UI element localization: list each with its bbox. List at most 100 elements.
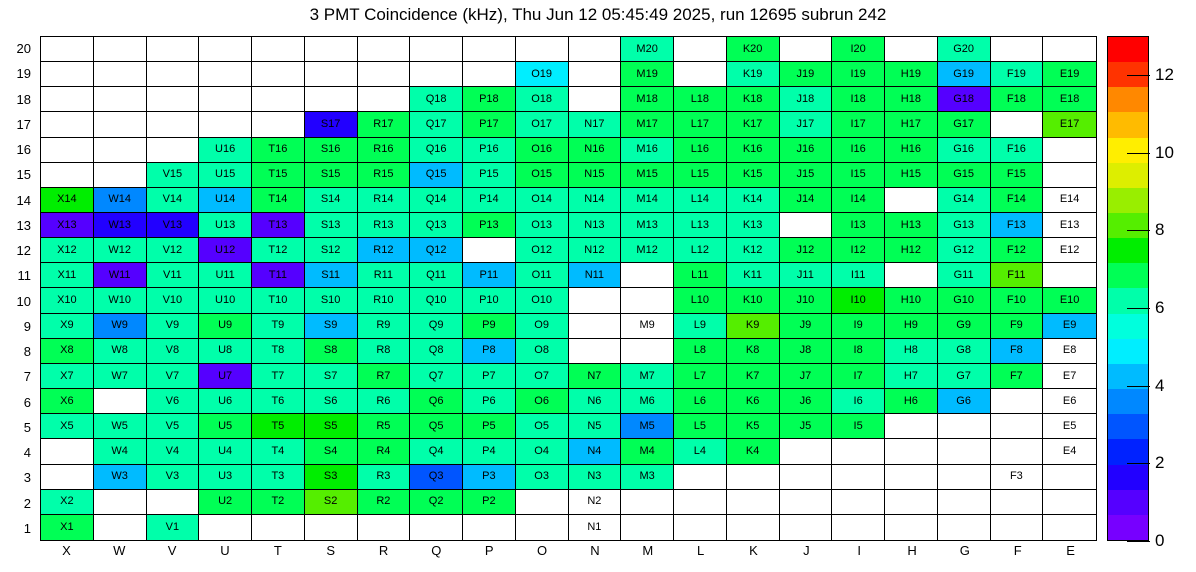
- heatmap-cell-empty[interactable]: [779, 37, 833, 63]
- heatmap-cell[interactable]: W11: [93, 263, 147, 289]
- heatmap-cell[interactable]: O14: [515, 187, 569, 214]
- heatmap-cell[interactable]: W13: [93, 213, 147, 239]
- heatmap-cell[interactable]: T12: [252, 238, 305, 264]
- heatmap-cell[interactable]: Q7: [410, 363, 463, 390]
- heatmap-cell[interactable]: Q14: [410, 187, 463, 214]
- heatmap-cell-empty[interactable]: [937, 489, 991, 515]
- heatmap-cell[interactable]: R11: [357, 263, 411, 289]
- heatmap-cell-empty[interactable]: [779, 439, 833, 465]
- heatmap-cell-empty[interactable]: [885, 37, 938, 63]
- heatmap-cell-empty[interactable]: [885, 187, 938, 214]
- heatmap-cell-empty[interactable]: [41, 62, 94, 88]
- heatmap-cell-empty[interactable]: [674, 489, 727, 515]
- heatmap-cell[interactable]: W7: [93, 363, 147, 390]
- heatmap-cell[interactable]: R10: [357, 288, 411, 314]
- heatmap-cell[interactable]: K10: [726, 288, 780, 314]
- heatmap-cell-empty[interactable]: E12: [1043, 238, 1096, 264]
- heatmap-cell[interactable]: J6: [779, 389, 833, 415]
- heatmap-cell[interactable]: M12: [621, 238, 674, 264]
- heatmap-cell[interactable]: N15: [568, 162, 622, 188]
- heatmap-cell[interactable]: S8: [304, 338, 358, 364]
- heatmap-cell[interactable]: M18: [621, 87, 674, 113]
- heatmap-cell-empty[interactable]: [1043, 464, 1096, 490]
- heatmap-cell[interactable]: I20: [832, 37, 885, 63]
- heatmap-cell[interactable]: S2: [304, 489, 358, 515]
- heatmap-cell[interactable]: V10: [146, 288, 200, 314]
- heatmap-cell[interactable]: Q18: [410, 87, 463, 113]
- heatmap-cell-empty[interactable]: [463, 514, 516, 540]
- heatmap-cell[interactable]: O10: [515, 288, 569, 314]
- heatmap-cell[interactable]: O12: [515, 238, 569, 264]
- heatmap-cell[interactable]: J10: [779, 288, 833, 314]
- heatmap-cell[interactable]: W8: [93, 338, 147, 364]
- heatmap-cell[interactable]: M19: [621, 62, 674, 88]
- heatmap-cell[interactable]: L4: [674, 439, 727, 465]
- heatmap-cell-empty[interactable]: [832, 489, 885, 515]
- heatmap-cell[interactable]: K6: [726, 389, 780, 415]
- heatmap-cell[interactable]: T3: [252, 464, 305, 490]
- heatmap-cell-empty[interactable]: [515, 514, 569, 540]
- heatmap-cell[interactable]: M6: [621, 389, 674, 415]
- heatmap-cell[interactable]: I11: [832, 263, 885, 289]
- heatmap-cell[interactable]: K18: [726, 87, 780, 113]
- heatmap-cell-empty[interactable]: [199, 87, 252, 113]
- heatmap-cell[interactable]: H10: [885, 288, 938, 314]
- heatmap-grid[interactable]: M20 K20 I20 G20 O19 M19 K19 J19 I19 H19 G19 F19 E19 Q…: [40, 36, 1097, 541]
- heatmap-cell[interactable]: H19: [885, 62, 938, 88]
- heatmap-cell-empty[interactable]: F3: [990, 464, 1044, 490]
- heatmap-cell[interactable]: H15: [885, 162, 938, 188]
- heatmap-cell-empty[interactable]: [41, 87, 94, 113]
- heatmap-cell-empty[interactable]: [146, 87, 200, 113]
- heatmap-cell[interactable]: I17: [832, 112, 885, 138]
- heatmap-cell-empty[interactable]: [410, 37, 463, 63]
- heatmap-cell-empty[interactable]: [779, 489, 833, 515]
- heatmap-cell-empty[interactable]: [357, 37, 411, 63]
- heatmap-cell[interactable]: P18: [463, 87, 516, 113]
- heatmap-cell[interactable]: T5: [252, 414, 305, 440]
- heatmap-cell[interactable]: U2: [199, 489, 252, 515]
- heatmap-cell-empty[interactable]: [93, 489, 147, 515]
- heatmap-cell[interactable]: M13: [621, 213, 674, 239]
- heatmap-cell-empty[interactable]: [779, 213, 833, 239]
- heatmap-cell-empty[interactable]: [1043, 489, 1096, 515]
- heatmap-cell[interactable]: R15: [357, 162, 411, 188]
- heatmap-cell-empty[interactable]: [937, 439, 991, 465]
- heatmap-cell[interactable]: J7: [779, 363, 833, 390]
- heatmap-cell-empty[interactable]: [885, 514, 938, 540]
- heatmap-cell[interactable]: X12: [41, 238, 94, 264]
- heatmap-cell[interactable]: Q15: [410, 162, 463, 188]
- heatmap-cell[interactable]: P2: [463, 489, 516, 515]
- heatmap-cell[interactable]: N17: [568, 112, 622, 138]
- heatmap-cell[interactable]: H7: [885, 363, 938, 390]
- heatmap-cell[interactable]: T14: [252, 187, 305, 214]
- heatmap-cell[interactable]: S16: [304, 137, 358, 163]
- heatmap-cell-empty[interactable]: [410, 514, 463, 540]
- heatmap-cell[interactable]: F8: [990, 338, 1044, 364]
- heatmap-cell[interactable]: U16: [199, 137, 252, 163]
- heatmap-cell-empty[interactable]: N2: [568, 489, 622, 515]
- heatmap-cell[interactable]: R5: [357, 414, 411, 440]
- heatmap-cell[interactable]: L5: [674, 414, 727, 440]
- heatmap-cell-empty[interactable]: [146, 137, 200, 163]
- heatmap-cell[interactable]: T7: [252, 363, 305, 390]
- heatmap-cell[interactable]: K4: [726, 439, 780, 465]
- heatmap-cell-empty[interactable]: [41, 137, 94, 163]
- heatmap-cell[interactable]: G11: [937, 263, 991, 289]
- heatmap-cell[interactable]: F10: [990, 288, 1044, 314]
- heatmap-cell[interactable]: U14: [199, 187, 252, 214]
- heatmap-cell[interactable]: Q9: [410, 313, 463, 339]
- heatmap-cell-empty[interactable]: [674, 464, 727, 490]
- heatmap-cell[interactable]: O5: [515, 414, 569, 440]
- heatmap-cell[interactable]: X11: [41, 263, 94, 289]
- heatmap-cell[interactable]: G17: [937, 112, 991, 138]
- heatmap-cell-empty[interactable]: [463, 62, 516, 88]
- heatmap-cell-empty[interactable]: [990, 112, 1044, 138]
- heatmap-cell[interactable]: U7: [199, 363, 252, 390]
- heatmap-cell-empty[interactable]: [304, 62, 358, 88]
- heatmap-cell[interactable]: E18: [1043, 87, 1096, 113]
- heatmap-cell-empty[interactable]: [726, 514, 780, 540]
- heatmap-cell[interactable]: P6: [463, 389, 516, 415]
- heatmap-cell[interactable]: Q3: [410, 464, 463, 490]
- heatmap-cell-empty[interactable]: [463, 37, 516, 63]
- heatmap-cell-empty[interactable]: [568, 37, 622, 63]
